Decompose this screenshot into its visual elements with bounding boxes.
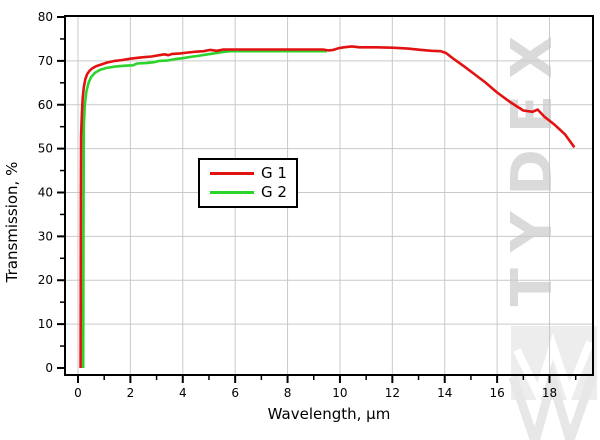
x-tick-label: 6 (231, 386, 239, 400)
x-tick-label: 16 (489, 386, 504, 400)
tydex-watermark-logo-icon (508, 326, 598, 440)
legend-label-g1: G 1 (261, 163, 287, 182)
g1-line-swatch (210, 171, 254, 175)
y-tick-label: 0 (45, 361, 53, 375)
x-tick-label: 8 (284, 386, 292, 400)
x-tick-label: 12 (385, 386, 400, 400)
axis-ticks (57, 16, 577, 383)
legend-item-g1: G 1 (210, 163, 290, 182)
plot-border (64, 15, 594, 376)
y-tick-label: 10 (38, 317, 53, 331)
x-tick-label: 10 (332, 386, 347, 400)
y-tick-label: 30 (38, 229, 53, 243)
x-tick-label: 2 (127, 386, 135, 400)
x-tick-label: 4 (179, 386, 187, 400)
y-tick-label: 70 (38, 54, 53, 68)
plot-frame (64, 15, 594, 376)
y-tick-label: 80 (38, 10, 53, 24)
legend-item-g2: G 2 (210, 185, 290, 200)
data-curves (79, 45, 576, 369)
legend-label-g2: G 2 (261, 183, 287, 202)
x-axis-title: Wavelength, μm (267, 405, 391, 423)
x-tick-label: 14 (437, 386, 452, 400)
x-tick-label: 18 (542, 386, 557, 400)
y-tick-label: 60 (38, 98, 53, 112)
y-axis-title: Transmission, % (3, 161, 21, 283)
gridlines (65, 16, 593, 375)
series-curve-g2 (81, 49, 327, 369)
y-tick-label: 40 (38, 185, 53, 199)
y-tick-label: 20 (38, 273, 53, 287)
x-tick-label: 0 (74, 386, 82, 400)
g2-line-swatch (210, 191, 254, 195)
logo-ray-lower (508, 363, 598, 440)
legend: G 1 G 2 (198, 158, 298, 208)
tick-labels: 0 2 4 6 8 10 12 14 16 18 0 10 20 30 40 50 60 70 80 (38, 10, 557, 400)
series-curve-g1 (79, 45, 576, 369)
y-tick-label: 50 (38, 142, 53, 156)
